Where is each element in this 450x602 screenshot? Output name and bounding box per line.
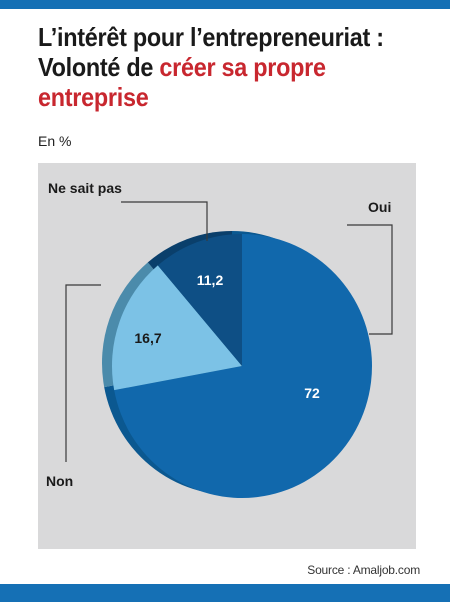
category-label-oui: Oui xyxy=(368,199,391,215)
category-label-ne-sait-pas: Ne sait pas xyxy=(48,180,122,196)
category-label-non: Non xyxy=(46,473,73,489)
leader-line-non xyxy=(65,284,101,462)
source-note: Source : Amaljob.com xyxy=(307,563,420,577)
value-label-oui: 72 xyxy=(304,385,320,401)
title-line-1: L’intérêt pour l’entrepreneuriat : xyxy=(38,22,384,52)
value-label-non: 16,7 xyxy=(134,330,161,346)
pie-slice-ne-sait-pas xyxy=(157,234,242,366)
value-labels: 72 16,7 11,2 xyxy=(134,272,320,401)
leader-line-ne-sait-pas xyxy=(121,201,208,241)
pie-slice-non xyxy=(111,265,242,391)
leader-lines xyxy=(65,201,393,462)
value-label-ne-sait-pas: 11,2 xyxy=(197,272,224,288)
bottom-accent-bar xyxy=(0,584,450,602)
title-line-3: entreprise xyxy=(38,82,149,112)
pie-top-layer xyxy=(111,234,372,499)
title-line-2: Volonté de créer sa propre xyxy=(38,52,398,82)
chart-title: L’intérêt pour l’entrepreneuriat : Volon… xyxy=(38,22,398,112)
unit-label: En % xyxy=(38,133,72,149)
leader-line-oui xyxy=(347,224,393,335)
pie-slice-oui xyxy=(114,234,372,499)
title-line-2-accent: créer sa propre xyxy=(159,52,326,82)
title-line-2-prefix: Volonté de xyxy=(38,52,160,82)
top-accent-bar xyxy=(0,0,450,9)
